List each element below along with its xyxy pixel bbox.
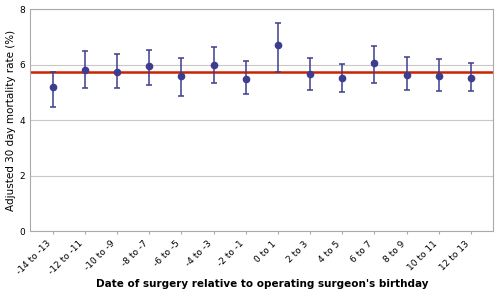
X-axis label: Date of surgery relative to operating surgeon's birthday: Date of surgery relative to operating su…	[96, 279, 428, 289]
Y-axis label: Adjusted 30 day mortality rate (%): Adjusted 30 day mortality rate (%)	[5, 30, 15, 211]
